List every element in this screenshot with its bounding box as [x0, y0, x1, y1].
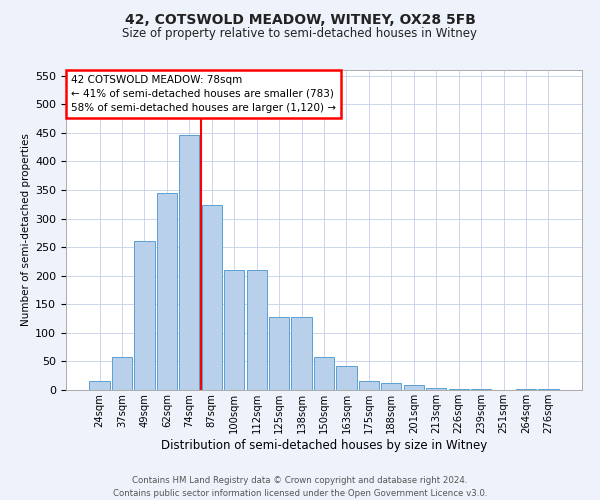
Bar [292, 317, 311, 390]
Bar [516, 389, 536, 390]
Text: Size of property relative to semi-detached houses in Witney: Size of property relative to semi-detach… [122, 28, 478, 40]
Bar [179, 134, 199, 390]
Bar [89, 382, 110, 390]
Text: 42, COTSWOLD MEADOW, WITNEY, OX28 5FB: 42, COTSWOLD MEADOW, WITNEY, OX28 5FB [125, 12, 475, 26]
Y-axis label: Number of semi-detached properties: Number of semi-detached properties [21, 134, 31, 326]
Bar [202, 206, 222, 390]
Bar [112, 358, 132, 390]
X-axis label: Distribution of semi-detached houses by size in Witney: Distribution of semi-detached houses by … [161, 438, 487, 452]
Bar [359, 382, 379, 390]
Bar [134, 242, 155, 390]
Bar [381, 383, 401, 390]
Bar [247, 270, 267, 390]
Bar [314, 358, 334, 390]
Bar [337, 366, 356, 390]
Bar [269, 317, 289, 390]
Bar [157, 193, 177, 390]
Text: 42 COTSWOLD MEADOW: 78sqm
← 41% of semi-detached houses are smaller (783)
58% of: 42 COTSWOLD MEADOW: 78sqm ← 41% of semi-… [71, 75, 336, 113]
Bar [224, 270, 244, 390]
Bar [426, 388, 446, 390]
Text: Contains HM Land Registry data © Crown copyright and database right 2024.
Contai: Contains HM Land Registry data © Crown c… [113, 476, 487, 498]
Bar [449, 389, 469, 390]
Bar [404, 386, 424, 390]
